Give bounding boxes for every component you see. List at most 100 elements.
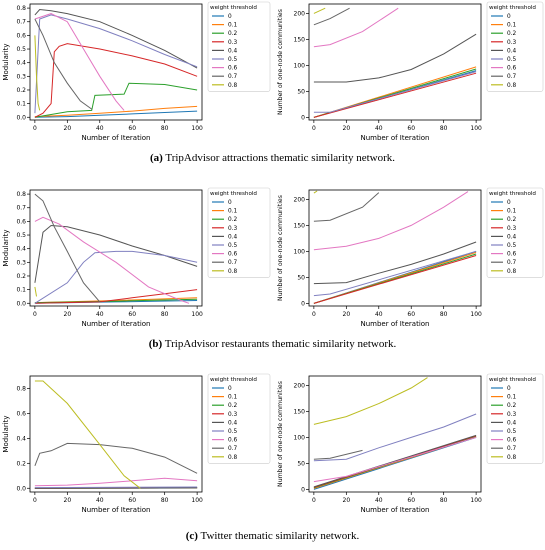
fig0-right-y-tick-label: 50 — [297, 88, 305, 95]
fig2-left-x-tick-label: 60 — [128, 497, 136, 504]
fig2-left-legend-label-0.4: 0.4 — [228, 420, 238, 426]
fig2-left-legend-label-0.5: 0.5 — [228, 429, 238, 435]
fig0-right-plot-frame — [308, 3, 482, 121]
fig2-right-legend-label-0.3: 0.3 — [507, 412, 517, 418]
fig1-left-y-tick-label: 0.8 — [16, 191, 26, 198]
caption-c-label: (c) — [185, 530, 198, 542]
fig0-right-legend-label-0.5: 0.5 — [507, 57, 517, 63]
fig1-left-series-line-0.8 — [34, 286, 37, 297]
fig0-left-legend-title: weight threshold — [210, 5, 257, 11]
fig1-right-x-tick-label: 20 — [343, 311, 351, 318]
fig1-left-legend-label-0.3: 0.3 — [228, 226, 238, 232]
fig0-right-series-group — [313, 7, 477, 118]
fig2-right-x-tick-label: 100 — [470, 497, 482, 504]
fig2-left-x-tick-label: 20 — [64, 497, 72, 504]
fig0-left-x-tick-label: 20 — [64, 125, 72, 132]
fig2-right-series-line-0 — [313, 436, 477, 490]
figure-c: 0 20 40 60 80 100 0.0 0.2 0.4 0.6 0.8 Number of Ite… — [0, 372, 545, 542]
fig0-right-series-line-0.7 — [313, 7, 350, 26]
fig2-left-x-axis-label: Number of Iteration — [81, 506, 150, 514]
fig0-right-legend-label-0.1: 0.1 — [507, 23, 517, 29]
fig1-left-x-tick-label: 80 — [161, 311, 169, 318]
fig0-left-series-line-0.5 — [34, 14, 198, 114]
fig2-right-x-tick-label: 60 — [407, 497, 415, 504]
fig0-right-y-tick-label: 0 — [301, 114, 305, 121]
fig0-left-y-tick-label: 0.2 — [16, 87, 26, 94]
fig1-right-legend-label-0.3: 0.3 — [507, 226, 517, 232]
fig2-left-x-tick-label: 80 — [161, 497, 169, 504]
fig0-left-legend-label-0.6: 0.6 — [228, 66, 238, 72]
caption-a-text: TripAdvisor attractions thematic similar… — [165, 152, 396, 164]
fig1-right-x-tick-label: 60 — [407, 311, 415, 318]
fig1-right-x-axis-label: Number of Iteration — [360, 320, 429, 328]
fig1-right-legend-label-0.6: 0.6 — [507, 252, 517, 258]
fig1-right-series-line-0.6 — [313, 191, 469, 251]
fig1-left-y-tick-label: 0.1 — [16, 287, 26, 294]
fig0-left-y-tick-label: 0.5 — [16, 46, 26, 53]
chart-b-one-node: 0 20 40 60 80 100 0 50 100 150 200 Number of Iterat… — [277, 187, 544, 328]
fig2-left-y-tick-label: 0.6 — [16, 410, 26, 417]
fig1-right-legend-label-0.5: 0.5 — [507, 243, 517, 249]
fig2-left-legend-label-0: 0 — [228, 386, 232, 392]
fig2-right-plot-frame — [308, 375, 482, 493]
fig2-right-series-line-0.5 — [313, 413, 477, 462]
fig0-right-legend-label-0.8: 0.8 — [507, 83, 517, 89]
chart-c-one-node: 0 20 40 60 80 100 0 50 100 150 200 Number of Iterat… — [277, 373, 544, 514]
fig1-left-legend-title: weight threshold — [210, 191, 257, 197]
fig2-right-legend-label-0.1: 0.1 — [507, 395, 517, 401]
fig1-left-y-tick-label: 0.0 — [16, 300, 26, 307]
fig1-left-x-tick-label: 60 — [128, 311, 136, 318]
fig1-right-plot-frame — [308, 189, 482, 307]
fig0-right-y-tick-label: 200 — [294, 10, 306, 17]
fig1-left-legend-label-0.4: 0.4 — [228, 234, 238, 240]
fig2-right-y-tick-label: 50 — [297, 460, 305, 467]
fig0-right-series-line-0.3 — [313, 72, 477, 118]
fig1-right-y-tick-label: 150 — [294, 222, 306, 229]
chart-b-modularity: 0 20 40 60 80 100 0.0 0.1 0.2 0.3 0.4 0.5 0.6 0.7 0.8 N… — [2, 187, 271, 328]
fig1-left-y-axis-label: Modularity — [2, 229, 10, 266]
caption-a-label: (a) — [149, 152, 163, 164]
fig1-left-x-axis-label: Number of Iteration — [81, 320, 150, 328]
fig1-right-y-axis-label: Number of one-node communities — [277, 195, 284, 301]
fig0-left-y-tick-label: 0.4 — [16, 60, 26, 67]
fig0-left-series-group — [34, 8, 198, 118]
fig2-right-legend-label-0.8: 0.8 — [507, 455, 517, 461]
fig0-left-y-tick-label: 0.7 — [16, 19, 26, 26]
fig1-left-series-group — [34, 193, 198, 304]
fig2-left-y-tick-label: 0.2 — [16, 460, 26, 467]
fig1-left-x-tick-label: 100 — [191, 311, 203, 318]
fig1-left-legend-label-0.5: 0.5 — [228, 243, 238, 249]
fig2-left-series-group — [34, 380, 198, 489]
fig0-left-y-axis-label: Modularity — [2, 43, 10, 80]
fig1-right-series-group — [313, 190, 477, 304]
fig1-right-legend-label-0: 0 — [507, 200, 511, 206]
fig1-left-series-line-0.4 — [34, 224, 198, 283]
fig0-left-series-line-0.6 — [34, 13, 125, 111]
fig0-left-y-tick-label: 0.0 — [16, 114, 26, 121]
fig2-left-legend-label-0.2: 0.2 — [228, 403, 238, 409]
fig0-right-series-line-0.6 — [313, 7, 399, 48]
fig2-left-plot-frame — [29, 375, 203, 493]
fig2-right-legend-label-0.5: 0.5 — [507, 429, 517, 435]
fig1-left-y-tick-label: 0.7 — [16, 205, 26, 212]
fig0-left-y-tick-label: 0.6 — [16, 32, 26, 39]
fig0-right-x-tick-label: 100 — [470, 125, 482, 132]
fig0-left-legend-label-0.7: 0.7 — [228, 74, 238, 80]
fig2-left-legend-label-0.6: 0.6 — [228, 438, 238, 444]
fig1-right-x-tick-label: 40 — [375, 311, 383, 318]
fig0-left-series-line-0.2 — [34, 82, 198, 118]
fig2-right-x-tick-label: 20 — [343, 497, 351, 504]
fig1-right-series-line-0.7 — [313, 192, 380, 222]
figure-a: 0 20 40 60 80 100 0.0 0.1 0.2 0.3 0.4 0.5 0.6 0.7 0.8 N… — [0, 0, 545, 164]
fig0-left-x-tick-label: 60 — [128, 125, 136, 132]
fig2-right-y-tick-label: 200 — [294, 382, 306, 389]
fig1-left-series-line-0.7 — [34, 193, 101, 303]
caption-a: (a) TripAdvisor attractions thematic sim… — [0, 152, 545, 164]
caption-b-text: TripAdvisor restaurants thematic similar… — [164, 338, 397, 350]
chart-a-one-node: 0 20 40 60 80 100 0 50 100 150 200 Number of Iterat… — [277, 1, 544, 142]
fig2-right-y-tick-label: 100 — [294, 434, 306, 441]
fig1-left-y-tick-label: 0.2 — [16, 273, 26, 280]
fig1-right-series-line-0.8 — [313, 190, 318, 194]
fig2-right-y-tick-label: 0 — [301, 486, 305, 493]
fig1-right-series-line-0.4 — [313, 241, 477, 285]
